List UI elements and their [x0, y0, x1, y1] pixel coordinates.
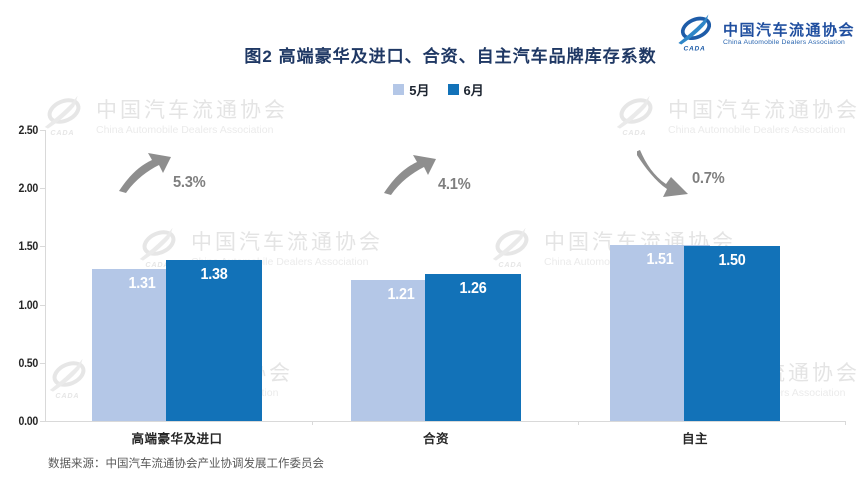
y-tick: [40, 130, 45, 131]
bar-value-may: 1.51: [646, 251, 674, 269]
percent-change-label: 0.7%: [692, 170, 725, 187]
percent-change-label: 4.1%: [438, 176, 471, 193]
watermark-chinese: 中国汽车流通协会: [668, 98, 860, 122]
chart-legend: 5月 6月: [0, 80, 863, 99]
legend-swatch-may: [393, 84, 405, 95]
y-tick-label: 0.50: [18, 355, 39, 370]
legend-item-june: 6月: [447, 80, 484, 99]
bar-june: 1.38: [166, 260, 262, 421]
trend-arrow-up-icon: [384, 155, 436, 195]
legend-label-may: 5月: [409, 83, 430, 98]
bar-value-june: 1.26: [459, 280, 487, 298]
svg-text:CADA: CADA: [684, 45, 706, 52]
bar-value-may: 1.31: [128, 274, 156, 292]
y-tick-label: 1.50: [18, 239, 39, 254]
y-tick: [40, 246, 45, 248]
watermark-chinese: 中国汽车流通协会: [96, 98, 288, 122]
annotation-increase: 4.1%: [383, 152, 513, 204]
percent-change-label: 5.3%: [173, 174, 206, 191]
bar-value-may: 1.21: [387, 286, 415, 304]
y-tick-label: 1.00: [18, 297, 39, 312]
cada-logo-watermark-icon: CADA: [45, 355, 93, 406]
svg-text:CADA: CADA: [498, 260, 522, 269]
y-tick-label: 2.00: [18, 181, 39, 196]
brand-name-chinese: 中国汽车流通协会: [722, 21, 855, 39]
x-tick: [578, 421, 580, 425]
watermark: CADA 中国汽车流通协会 China Automobile Dealers A…: [612, 92, 860, 143]
svg-text:CADA: CADA: [55, 391, 79, 400]
x-tick: [311, 421, 313, 425]
cada-logo-watermark-icon: CADA: [488, 224, 536, 275]
annotation-decrease: 0.7%: [637, 150, 767, 202]
svg-text:CADA: CADA: [622, 128, 646, 137]
x-tick: [845, 421, 846, 425]
y-axis-line: [45, 130, 46, 421]
watermark-chinese: 中国汽车流通协会: [191, 230, 383, 254]
chart-title: 图2 高端豪华及进口、合资、自主汽车品牌库存系数: [244, 47, 657, 66]
watermark-english: China Automobile Dealers Association: [668, 124, 846, 137]
category-label: 合资: [422, 432, 449, 446]
watermark: CADA 中国汽车流通协会 China Automobile Dealers A…: [40, 92, 288, 143]
bar-value-june: 1.50: [718, 252, 746, 270]
data-source-note: 数据来源：中国汽车流通协会产业协调发展工作委员会: [48, 458, 324, 470]
bar-value-june: 1.38: [200, 266, 228, 284]
y-tick: [40, 188, 45, 190]
legend-swatch-june: [447, 84, 459, 95]
y-tick: [40, 421, 45, 422]
legend-label-june: 6月: [463, 83, 484, 98]
cada-logo-icon: CADA: [674, 12, 718, 57]
brand-name-english: China Automobile Dealers Association: [722, 39, 846, 47]
y-tick: [40, 304, 45, 306]
y-tick-label: 0.00: [18, 414, 39, 428]
watermark-english: China Automobile Dealers Association: [96, 124, 274, 137]
bar-june: 1.26: [425, 274, 521, 421]
trend-arrow-up-icon: [119, 153, 171, 193]
bar-june: 1.50: [684, 246, 780, 421]
legend-item-may: 5月: [393, 80, 430, 99]
trend-arrow-down-icon: [637, 150, 688, 197]
y-tick-label: 2.50: [18, 123, 39, 137]
category-label: 高端豪华及进口: [131, 432, 223, 446]
cada-logo-watermark-icon: CADA: [612, 92, 660, 143]
brand-header: CADA 中国汽车流通协会 China Automobile Dealers A…: [674, 12, 855, 57]
y-tick: [40, 362, 45, 364]
category-label: 自主: [681, 432, 708, 446]
svg-text:CADA: CADA: [50, 128, 74, 137]
cada-logo-watermark-icon: CADA: [40, 92, 88, 143]
annotation-increase: 5.3%: [118, 150, 248, 202]
x-axis-line: [45, 421, 845, 422]
